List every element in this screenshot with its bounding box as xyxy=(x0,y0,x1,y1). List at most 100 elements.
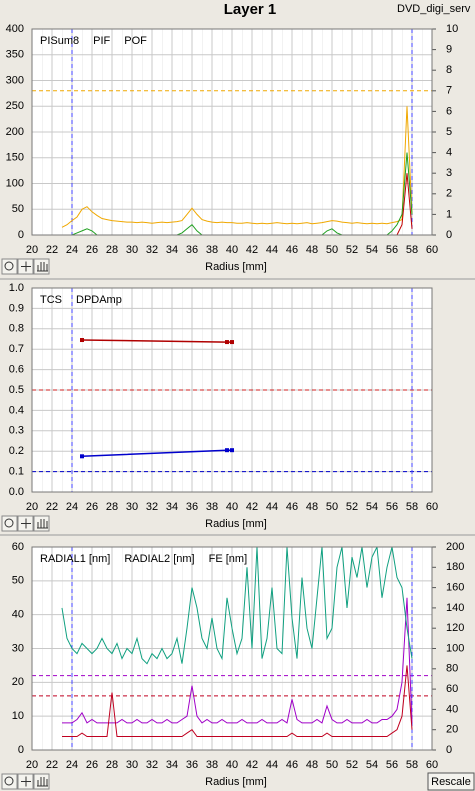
y2-tick-label: 3 xyxy=(446,167,452,179)
x-tick-label: 30 xyxy=(126,759,138,771)
y-tick-label: 0.7 xyxy=(9,343,24,355)
y-tick-label: 0.4 xyxy=(9,404,24,416)
x-tick-label: 52 xyxy=(346,244,358,256)
point-marker xyxy=(230,340,234,345)
x-tick-label: 36 xyxy=(186,501,198,513)
x-tick-label: 40 xyxy=(226,244,238,256)
tool-icon[interactable] xyxy=(1,515,18,532)
y-tick-label: 0.2 xyxy=(9,445,24,457)
zoom-icon[interactable] xyxy=(4,518,14,528)
x-tick-label: 58 xyxy=(406,244,418,256)
x-tick-label: 26 xyxy=(86,501,98,513)
x-tick-label: 48 xyxy=(306,244,318,256)
x-tick-label: 40 xyxy=(226,501,238,513)
y-tick-label: 0.8 xyxy=(9,323,24,335)
hand-icon[interactable] xyxy=(37,519,48,529)
legend-entry: FE [nm] xyxy=(209,553,248,565)
y2-tick-label: 1 xyxy=(446,208,452,220)
x-tick-label: 28 xyxy=(106,244,118,256)
x-tick-label: 44 xyxy=(266,501,278,513)
tool-icon[interactable] xyxy=(1,773,18,790)
x-tick-label: 28 xyxy=(106,501,118,513)
y-tick-label: 350 xyxy=(6,49,24,61)
window-title: Layer 1 xyxy=(224,1,277,18)
point-marker xyxy=(225,340,229,345)
x-tick-label: 38 xyxy=(206,501,218,513)
y-tick-label: 100 xyxy=(6,177,24,189)
series-line xyxy=(62,665,413,737)
y-tick-label: 40 xyxy=(12,609,24,621)
x-tick-label: 50 xyxy=(326,244,338,256)
legend-entry: PIF xyxy=(93,35,110,47)
cross-icon[interactable] xyxy=(21,518,31,529)
x-tick-label: 34 xyxy=(166,501,178,513)
legend-entry: RADIAL1 [nm] xyxy=(40,553,110,565)
y-tick-label: 0.6 xyxy=(9,364,24,376)
y2-tick-label: 60 xyxy=(446,683,458,695)
point-marker xyxy=(225,448,229,453)
button-frame[interactable] xyxy=(427,772,475,791)
x-tick-label: 52 xyxy=(346,759,358,771)
y2-tick-label: 80 xyxy=(446,663,458,675)
hand-icon[interactable] xyxy=(37,777,48,787)
y-tick-label: 0.3 xyxy=(9,425,24,437)
y-tick-label: 0 xyxy=(18,744,24,756)
x-tick-label: 58 xyxy=(406,501,418,513)
y-tick-label: 0.5 xyxy=(9,384,24,396)
tool-icon[interactable] xyxy=(1,258,18,275)
legend-entry: POF xyxy=(124,35,147,47)
x-tick-label: 56 xyxy=(386,244,398,256)
zoom-icon[interactable] xyxy=(4,261,14,271)
y-tick-label: 60 xyxy=(12,541,24,553)
x-tick-label: 40 xyxy=(226,759,238,771)
x-tick-label: 42 xyxy=(246,759,258,771)
y2-tick-label: 0 xyxy=(446,744,452,756)
x-tick-label: 38 xyxy=(206,244,218,256)
series-line xyxy=(61,106,413,228)
x-tick-label: 60 xyxy=(426,759,438,771)
y-tick-label: 50 xyxy=(12,575,24,587)
legend-entry: RADIAL2 [nm] xyxy=(124,553,194,565)
cross-icon[interactable] xyxy=(21,776,31,787)
x-tick-label: 28 xyxy=(106,759,118,771)
y2-tick-label: 6 xyxy=(446,105,452,117)
plot-content xyxy=(32,288,432,492)
x-tick-label: 56 xyxy=(386,759,398,771)
x-tick-label: 30 xyxy=(126,501,138,513)
y2-tick-label: 9 xyxy=(446,44,452,56)
y-tick-label: 300 xyxy=(6,74,24,86)
hand-icon[interactable] xyxy=(37,262,48,272)
x-tick-label: 48 xyxy=(306,759,318,771)
y2-tick-label: 20 xyxy=(446,724,458,736)
y2-tick-label: 10 xyxy=(446,23,458,35)
x-tick-label: 36 xyxy=(186,759,198,771)
point-marker xyxy=(230,448,234,453)
y-tick-label: 250 xyxy=(6,100,24,112)
plot-content xyxy=(32,547,432,750)
x-tick-label: 32 xyxy=(146,244,158,256)
y-tick-label: 30 xyxy=(12,642,24,654)
zoom-icon[interactable] xyxy=(4,776,14,786)
x-tick-label: 26 xyxy=(86,759,98,771)
x-tick-label: 32 xyxy=(146,759,158,771)
plot-frame xyxy=(31,546,433,751)
y-tick-label: 0.0 xyxy=(9,486,24,498)
series-line xyxy=(62,597,413,724)
plot-frame xyxy=(31,28,433,236)
file-name: DVD_digi_serv xyxy=(397,3,471,15)
y-tick-label: 1.0 xyxy=(9,282,24,294)
x-tick-label: 46 xyxy=(286,759,298,771)
button-label[interactable]: Rescale xyxy=(431,776,471,788)
rescale-button[interactable]: Rescale xyxy=(427,772,475,791)
x-tick-label: 50 xyxy=(326,759,338,771)
y-tick-label: 0.9 xyxy=(9,302,24,314)
x-tick-label: 46 xyxy=(286,244,298,256)
x-tick-label: 54 xyxy=(366,501,378,513)
point-marker xyxy=(80,338,84,343)
x-axis-label: Radius [mm] xyxy=(205,518,267,530)
cross-icon[interactable] xyxy=(21,261,31,272)
x-axis-label: Radius [mm] xyxy=(205,776,267,788)
y2-tick-label: 2 xyxy=(446,188,452,200)
x-tick-label: 44 xyxy=(266,244,278,256)
